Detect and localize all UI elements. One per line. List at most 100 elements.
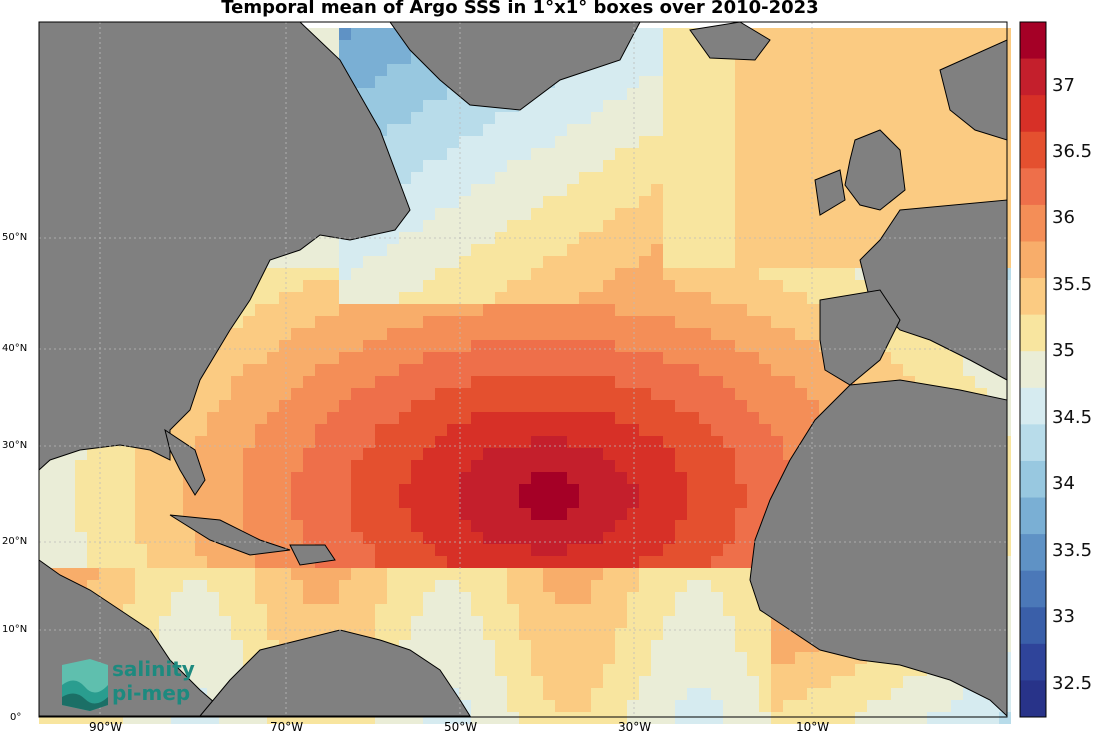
sss-cell: [747, 88, 759, 100]
sss-cell: [879, 52, 891, 64]
sss-cell: [819, 88, 831, 100]
sss-cell: [411, 64, 423, 76]
sss-cell: [375, 40, 387, 52]
logo-text-pi-mep: pi-mep: [112, 681, 191, 705]
sss-cell: [939, 52, 951, 64]
sss-cell: [591, 88, 603, 100]
sss-cell: [699, 100, 711, 112]
sss-cell: [891, 40, 903, 52]
colorbar-swatch: [1020, 58, 1046, 96]
sss-cell: [579, 88, 591, 100]
sss-cell: [831, 100, 843, 112]
sss-cell: [807, 28, 819, 40]
sss-cell: [519, 112, 531, 124]
sss-cell: [891, 76, 903, 88]
sss-cell: [759, 100, 771, 112]
sss-cell: [363, 64, 375, 76]
sss-cell: [315, 28, 327, 40]
sss-cell: [903, 64, 915, 76]
sss-cell: [663, 112, 675, 124]
sss-cell: [423, 76, 435, 88]
sss-cell: [663, 28, 675, 40]
sss-cell: [999, 28, 1011, 40]
sss-cell: [807, 52, 819, 64]
sss-cell: [663, 88, 675, 100]
sss-cell: [795, 76, 807, 88]
sss-cell: [399, 124, 411, 136]
sss-cell: [747, 124, 759, 136]
sss-cell: [819, 124, 831, 136]
sss-cell: [387, 112, 399, 124]
sss-cell: [843, 112, 855, 124]
sss-cell: [831, 40, 843, 52]
colorbar-swatch: [1020, 314, 1046, 352]
sss-cell: [783, 88, 795, 100]
sss-cell: [927, 40, 939, 52]
sss-cell: [855, 52, 867, 64]
sss-cell: [879, 64, 891, 76]
sss-cell: [843, 124, 855, 136]
sss-cell: [663, 64, 675, 76]
sss-cell: [639, 112, 651, 124]
sss-cell: [747, 112, 759, 124]
sss-cell: [915, 88, 927, 100]
sss-cell: [927, 100, 939, 112]
sss-cell: [423, 112, 435, 124]
sss-cell: [399, 64, 411, 76]
sss-cell: [651, 100, 663, 112]
sss-cell: [783, 76, 795, 88]
sss-cell: [531, 100, 543, 112]
sss-cell: [627, 112, 639, 124]
sss-cell: [387, 64, 399, 76]
sss-cell: [687, 124, 699, 136]
sss-cell: [711, 88, 723, 100]
sss-cell: [363, 88, 375, 100]
sss-cell: [855, 40, 867, 52]
sss-cell: [807, 100, 819, 112]
sss-cell: [675, 76, 687, 88]
sss-cell: [615, 76, 627, 88]
sss-cell: [603, 76, 615, 88]
sss-cell: [363, 40, 375, 52]
sss-cell: [759, 124, 771, 136]
sss-cell: [615, 124, 627, 136]
sss-cell: [759, 76, 771, 88]
sss-cell: [807, 112, 819, 124]
colorbar-label-34: 34: [1052, 473, 1075, 494]
sss-cell: [687, 52, 699, 64]
sss-cell: [735, 112, 747, 124]
sss-cell: [915, 100, 927, 112]
sss-cell: [447, 124, 459, 136]
sss-cell: [375, 52, 387, 64]
sss-cell: [327, 28, 339, 40]
sss-cell: [807, 40, 819, 52]
sss-cell: [699, 88, 711, 100]
colorbar-swatch: [1020, 387, 1046, 425]
sss-cell: [711, 124, 723, 136]
sss-cell: [783, 100, 795, 112]
sss-cell: [639, 88, 651, 100]
sss-cell: [387, 40, 399, 52]
sss-cell: [771, 64, 783, 76]
colorbar-swatch: [1020, 95, 1046, 133]
colorbar-swatch: [1020, 131, 1046, 169]
sss-cell: [711, 100, 723, 112]
sss-cell: [627, 76, 639, 88]
sss-cell: [687, 64, 699, 76]
sss-cell: [915, 76, 927, 88]
sss-cell: [603, 112, 615, 124]
colorbar-label-33: 33: [1052, 606, 1075, 627]
sss-cell: [723, 64, 735, 76]
colorbar-swatch: [1020, 570, 1046, 608]
sss-cell: [795, 52, 807, 64]
sss-cell: [771, 88, 783, 100]
sss-cell: [867, 100, 879, 112]
sss-cell: [543, 100, 555, 112]
sss-cell: [843, 100, 855, 112]
sss-cell: [723, 124, 735, 136]
sss-cell: [771, 52, 783, 64]
sss-cell: [951, 28, 963, 40]
sss-cell: [567, 76, 579, 88]
sss-cell: [375, 88, 387, 100]
sss-cell: [927, 52, 939, 64]
